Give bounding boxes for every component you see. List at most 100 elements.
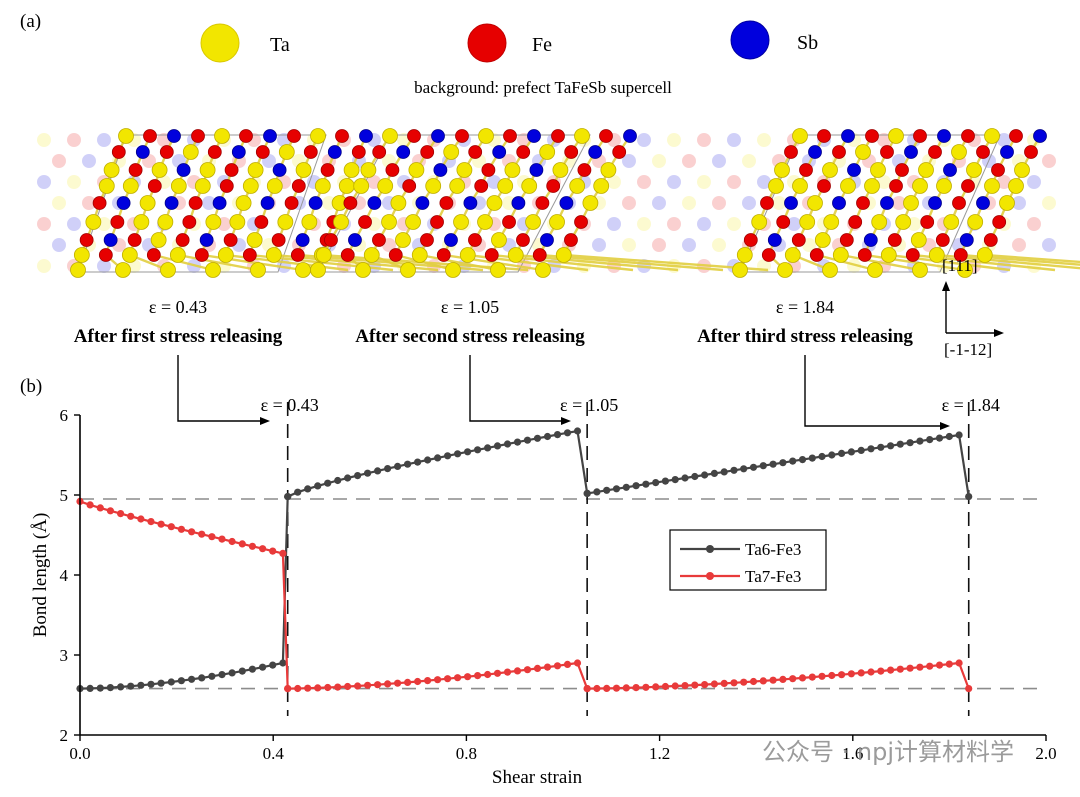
fe-atom: [436, 248, 451, 262]
sb-atom: [433, 163, 448, 177]
fe-atom: [92, 196, 107, 210]
fe-atom: [271, 233, 286, 247]
ta-atom: [121, 247, 138, 263]
fe-atom: [385, 163, 400, 177]
data-point: [838, 671, 846, 679]
ta-atom: [736, 247, 753, 263]
data-point: [798, 674, 807, 682]
ta-atom: [160, 262, 176, 278]
ta-atom: [951, 144, 967, 160]
sb-atom: [767, 233, 782, 247]
data-point: [789, 457, 797, 465]
ta-atom: [405, 214, 421, 230]
data-point: [681, 682, 689, 690]
ta-atom: [456, 162, 473, 178]
fe-atom: [784, 145, 798, 159]
fe-atom: [79, 233, 94, 247]
ta-atom: [199, 162, 216, 178]
fe-atom: [219, 179, 234, 193]
data-point: [877, 443, 885, 451]
ta-atom: [157, 214, 174, 230]
fe-atom: [905, 248, 920, 262]
data-point: [198, 530, 206, 538]
sb-atom: [937, 129, 951, 143]
data-point: [344, 682, 352, 691]
data-point: [877, 667, 885, 675]
series-line-1: [79, 429, 970, 690]
data-point: [404, 460, 412, 468]
data-point: [828, 451, 836, 459]
data-point: [798, 456, 807, 464]
data-point: [543, 663, 552, 671]
fe-atom: [335, 129, 349, 143]
data-point: [117, 683, 125, 691]
fe-atom: [159, 145, 174, 159]
sb-atom: [880, 196, 894, 210]
data-point: [177, 525, 185, 533]
fe-atom: [340, 248, 355, 262]
ta-atom: [984, 128, 1000, 144]
series-ta7-fe3: [76, 497, 973, 693]
connector-1: [177, 355, 262, 422]
data-point: [583, 489, 591, 497]
series-ta6-fe3: [76, 427, 973, 693]
data-point: [259, 663, 267, 671]
data-point: [454, 450, 462, 458]
legend-label-1: Ta6-Fe3: [745, 540, 801, 559]
sb-atom: [212, 196, 227, 210]
data-point: [789, 675, 797, 683]
sb-atom: [808, 145, 822, 159]
fe-atom: [953, 248, 968, 262]
ta-atom: [246, 232, 263, 248]
data-point: [779, 459, 787, 467]
data-point: [916, 663, 924, 671]
data-point: [769, 460, 777, 468]
data-point: [384, 680, 392, 688]
data-point: [847, 670, 856, 678]
x-tick-label: 1.2: [649, 744, 670, 763]
ta-atom: [792, 128, 808, 144]
fe-atom: [577, 163, 592, 177]
fe-atom: [127, 233, 142, 247]
ta-atom: [98, 178, 115, 194]
data-point: [808, 673, 816, 681]
data-point: [887, 442, 895, 450]
sb-atom: [295, 233, 310, 247]
ta-atom: [277, 214, 294, 230]
data-point: [632, 684, 640, 692]
background-note: background: prefect TaFeSb supercell: [414, 78, 672, 97]
sb-atom: [444, 233, 458, 247]
ta-atom: [999, 195, 1015, 211]
sb-atom: [135, 145, 150, 159]
legend-fe-label: Fe: [532, 34, 552, 56]
ta-atom: [445, 262, 461, 278]
sb-atom: [263, 129, 277, 143]
snapshot-3-strain: ε = 1.84: [776, 297, 834, 317]
data-point: [304, 485, 312, 493]
data-point: [188, 675, 196, 683]
strain-annotation-3: ε = 1.84: [942, 395, 1000, 415]
data-point: [106, 507, 114, 515]
data-point: [424, 677, 432, 685]
data-point: [867, 445, 875, 453]
data-point: [294, 488, 302, 496]
data-point: [374, 681, 382, 689]
ta-atom: [449, 178, 466, 194]
data-point: [769, 676, 777, 684]
data-point: [96, 504, 104, 512]
data-point: [779, 675, 787, 684]
fe-atom: [358, 215, 372, 229]
ta-atom: [478, 128, 494, 144]
sb-atom: [540, 233, 554, 247]
fe-atom: [439, 196, 454, 210]
ta-atom: [768, 178, 784, 194]
ta-atom: [880, 247, 897, 263]
ta-atom: [799, 214, 816, 230]
legend-ta-swatch: [200, 23, 240, 63]
data-point: [374, 467, 382, 475]
sb-atom: [348, 233, 362, 247]
data-point: [294, 684, 302, 693]
data-point: [137, 515, 145, 523]
ta-atom: [278, 144, 295, 160]
ta-atom: [807, 195, 823, 211]
